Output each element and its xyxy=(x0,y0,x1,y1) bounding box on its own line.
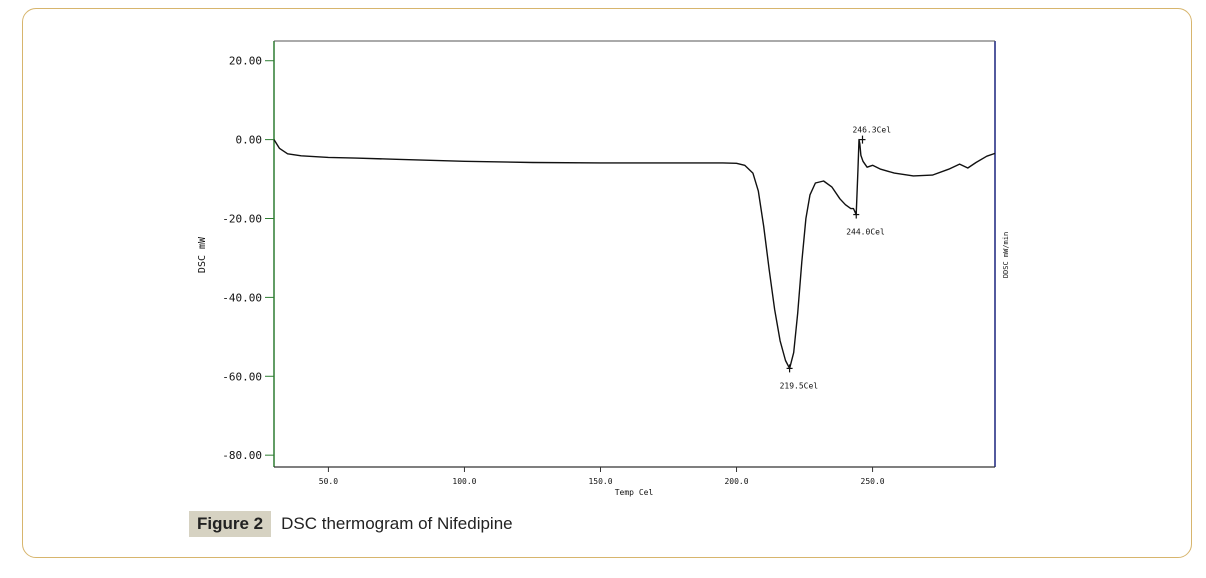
peak-annotation: 219.5Cel xyxy=(780,381,819,390)
figure-label: Figure 2 xyxy=(189,510,272,537)
y-tick-label: -40.00 xyxy=(222,291,262,304)
x-tick-label: 250.0 xyxy=(861,477,885,486)
y-tick-label: 20.00 xyxy=(229,55,262,68)
y-tick-label: -80.00 xyxy=(222,449,262,462)
dsc-curve xyxy=(273,138,996,370)
x-axis-title: Temp Cel xyxy=(615,488,654,497)
figure-caption-text: DSC thermogram of Nifedipine xyxy=(281,513,513,533)
x-tick-label: 200.0 xyxy=(724,477,748,486)
peak-annotation: 246.3Cel xyxy=(852,126,891,135)
y-tick-label: -20.00 xyxy=(222,213,262,226)
x-tick-label: 100.0 xyxy=(452,477,476,486)
y-axis-title: DSC mW xyxy=(197,236,208,273)
figure-frame xyxy=(22,8,1192,558)
x-tick-label: 50.0 xyxy=(319,477,338,486)
x-tick-label: 150.0 xyxy=(588,477,612,486)
y-tick-label: 0.00 xyxy=(236,134,263,147)
y-tick-label: -60.00 xyxy=(222,370,262,383)
figure-caption: Figure 2 DSC thermogram of Nifedipine xyxy=(189,510,513,537)
dsc-chart: 20.00 0.00 -20.00 -40.00 -60.00 -80.00 50.0 100… xyxy=(197,40,1010,497)
peak-annotation: 244.0Cel xyxy=(846,228,885,237)
y2-axis-title: DDSC mW/min xyxy=(1002,232,1010,278)
